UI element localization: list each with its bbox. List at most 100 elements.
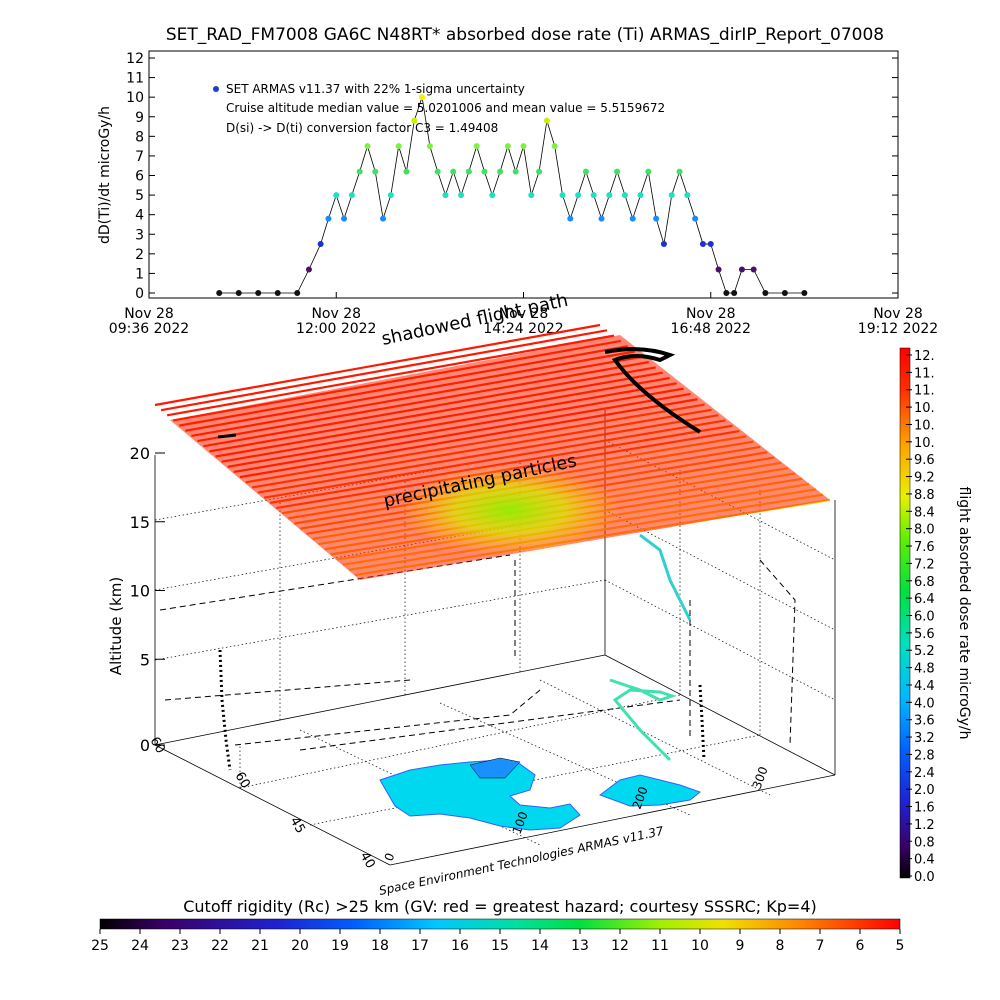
altitude-tick-label: 5 [140,650,150,669]
dose-rate-point [274,290,281,296]
dose-colorbar-tick-label: 2.0 [914,783,935,798]
dose-rate-point [781,290,788,296]
annotation-conversion: D(si) -> D(ti) conversion factor C3 = 1.… [226,121,498,135]
dose-rate-point [621,192,628,199]
dose-colorbar-tick-label: 4.8 [914,662,935,677]
altitude-tick-label: 20 [130,444,150,463]
dose-colorbar: 12. 11. 11. 10. 10. 10. 9.6 9.2 8.8 8.4 8.0 7.6 7.2 6… [899,347,972,885]
dose-rate-point [645,168,652,175]
dose-colorbar-tick-label: 2.8 [914,748,935,763]
shadowed-flight-path-arc [604,347,702,434]
rigidity-colorbar-tick-label: 23 [171,938,189,954]
altitude-y-label: Altitude (km) [107,577,125,675]
rigidity-colorbar-tick-label: 14 [531,938,549,954]
dose-colorbar-tick-label: 6.0 [914,610,935,625]
rigidity-colorbar-tick-label: 17 [411,938,429,954]
flight-path-shadow [159,554,796,751]
dose-colorbar-tick-label: 11. [914,366,935,381]
dose-colorbar-tick-label: 4.4 [914,679,935,694]
dose-colorbar-tick-label: 0.0 [914,870,935,885]
latitude-tick-label: 45 [287,815,308,837]
rigidity-colorbar-tick-label: 20 [291,938,309,954]
map-landmass-north-america [379,759,581,831]
dose-colorbar-tick-label: 7.2 [914,557,935,572]
y-tick-label: 8 [135,129,144,145]
figure-title: SET_RAD_FM7008 GA6C N48RT* absorbed dose… [166,25,884,45]
dose-rate-point [372,168,379,175]
rigidity-colorbar-tick-label: 19 [331,938,349,954]
dose-rate-point [403,168,410,175]
dose-colorbar-tick-label: 6.8 [914,575,935,590]
dose-colorbar-tick-label: 1.6 [914,801,935,816]
dose-colorbar-label: flight absorbed dose rate microGy/h [956,487,972,740]
flight-track-upper [639,533,692,621]
dose-colorbar-tick-label: 4.0 [914,696,935,711]
dose-rate-point [590,192,597,199]
dose-rate-point [442,192,449,199]
dose-rate-point [504,143,511,150]
dose-rate-point [614,168,621,175]
y-tick-label: 7 [135,149,144,165]
dose-colorbar-tick-label: 11. [914,384,935,399]
dose-colorbar-gradient [899,347,911,879]
dose-colorbar-ticks: 12. 11. 11. 10. 10. 10. 9.6 9.2 8.8 8.4 8.0 7.6 7.2 6… [906,349,935,885]
dose-rate-point [606,192,613,199]
dose-rate-point [575,192,582,199]
surface-fill [170,335,830,580]
rigidity-colorbar-tick-label: 24 [131,938,149,954]
x-tick-label-date: Nov 28 [311,306,361,322]
y-tick-label: 6 [135,169,144,185]
x-tick-label-date: Nov 28 [873,306,923,322]
annotation-uncertainty: SET ARMAS v11.37 with 22% 1-sigma uncert… [226,82,525,96]
dose-rate-point [731,290,738,296]
dose-rate-point [497,168,504,175]
dose-rate-point [676,168,683,175]
dose-rate-point [294,290,301,296]
dose-rate-point [543,117,550,124]
dose-colorbar-tick-label: 9.2 [914,471,935,486]
dose-rate-point [317,241,324,248]
dose-colorbar-tick-label: 1.2 [914,818,935,833]
dose-rate-point [473,143,480,150]
rigidity-colorbar-tick-label: 22 [211,938,229,954]
rigidity-colorbar-ticks: 25 24 23 22 21 20 19 18 17 16 15 14 13 12 11 10 9 8 7 6 5 [91,929,904,954]
y-tick-label: 9 [135,110,144,126]
altitude-tick-label: 10 [130,582,150,601]
dose-rate-point [512,168,519,175]
dose-rate-point [465,168,472,175]
dose-rate-point [426,143,433,150]
x-tick-label-time: 12:00 2022 [296,321,376,337]
y-tick-label: 12 [126,51,144,67]
dose-rate-point [305,266,312,273]
rigidity-colorbar-tick-label: 6 [856,938,865,954]
dose-rate-point [551,143,558,150]
dose-rate-point [801,290,808,296]
dose-colorbar-tick-label: 8.8 [914,488,935,503]
annotation-cruise: Cruise altitude median value = 5.0201006… [226,101,665,115]
dose-rate-point [255,290,262,296]
rigidity-colorbar-tick-label: 15 [491,938,509,954]
dose-colorbar-tick-label: 12. [914,349,935,364]
dose-rate-point [598,215,605,222]
dose-rate-point [707,241,714,248]
dose-colorbar-tick-label: 3.6 [914,714,935,729]
y-tick-label: 2 [135,247,144,263]
surface-green-patch [400,465,620,555]
rigidity-colorbar-tick-label: 10 [691,938,709,954]
dose-rate-point [348,192,355,199]
dose-rate-point [450,168,457,175]
dose-rate-point [637,192,644,199]
x-tick-label-time: 09:36 2022 [109,321,189,337]
dose-rate-point [364,143,371,150]
latitude-tick-label: 60 [147,735,168,757]
legend-marker [213,86,219,92]
dose-colorbar-tick-label: 5.2 [914,644,935,659]
climb-track-west [218,649,232,771]
rigidity-colorbar-tick-label: 13 [571,938,589,954]
dose-rate-point [567,215,574,222]
dose-rate-point [715,266,722,273]
ground-map [379,757,702,831]
dose-rate-point [684,192,691,199]
